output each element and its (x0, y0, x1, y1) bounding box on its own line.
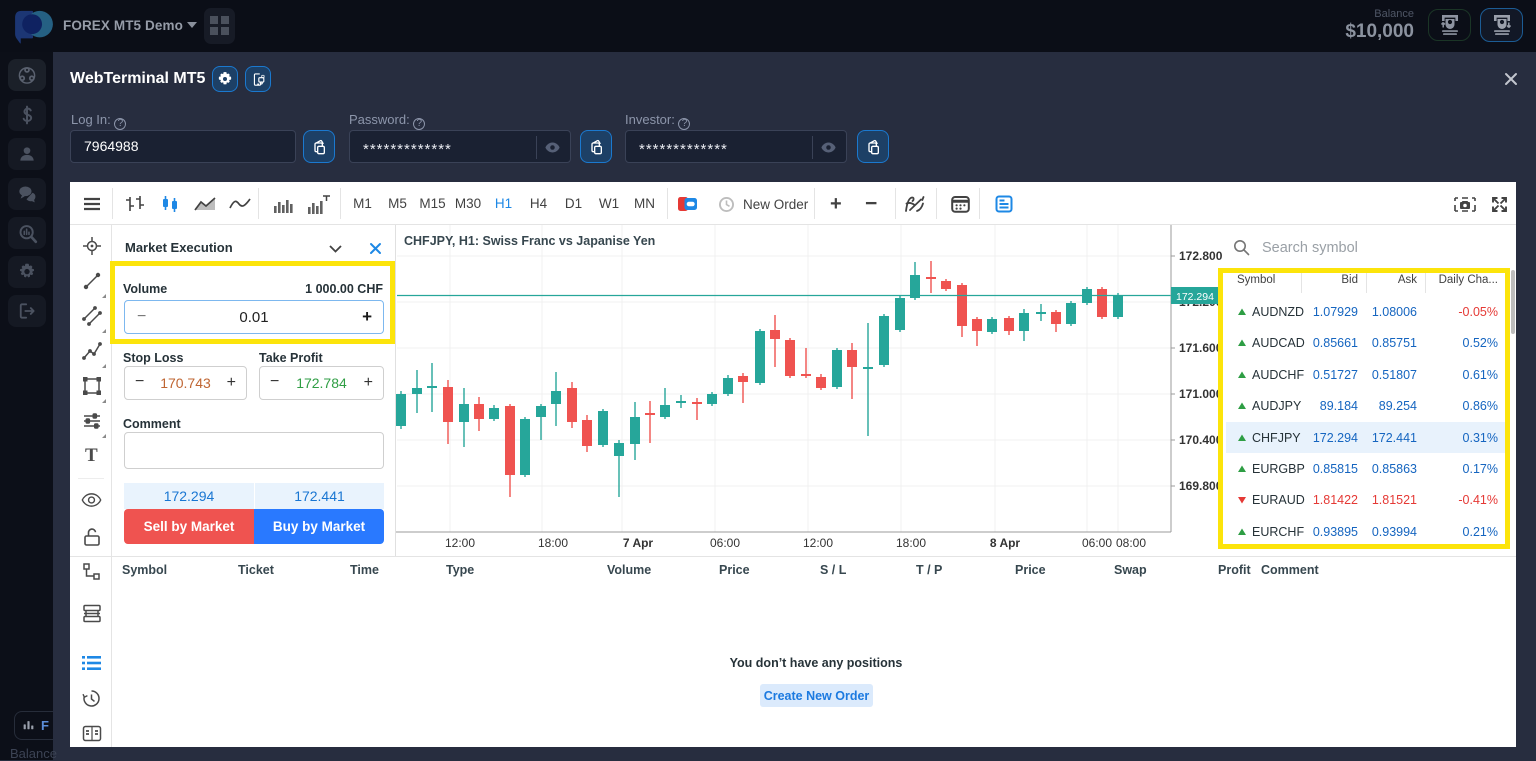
svg-text:CHFJPY, H1: Swiss Franc vs Jap: CHFJPY, H1: Swiss Franc vs Japanise Yen (404, 234, 655, 248)
svg-text:171.000: 171.000 (1179, 387, 1223, 401)
svg-text:170.400: 170.400 (1179, 433, 1223, 447)
svg-text:18:00: 18:00 (896, 536, 926, 550)
svg-text:08:00: 08:00 (1116, 536, 1146, 550)
svg-text:171.600: 171.600 (1179, 341, 1223, 355)
svg-text:06:00: 06:00 (710, 536, 740, 550)
svg-text:18:00: 18:00 (538, 536, 568, 550)
svg-text:06:00: 06:00 (1082, 536, 1112, 550)
svg-text:8 Apr: 8 Apr (990, 536, 1021, 550)
svg-text:169.800: 169.800 (1179, 479, 1223, 493)
svg-text:12:00: 12:00 (445, 536, 475, 550)
svg-text:7 Apr: 7 Apr (623, 536, 654, 550)
svg-text:12:00: 12:00 (803, 536, 833, 550)
svg-text:172.800: 172.800 (1179, 249, 1223, 263)
svg-text:172.294: 172.294 (1176, 291, 1214, 303)
